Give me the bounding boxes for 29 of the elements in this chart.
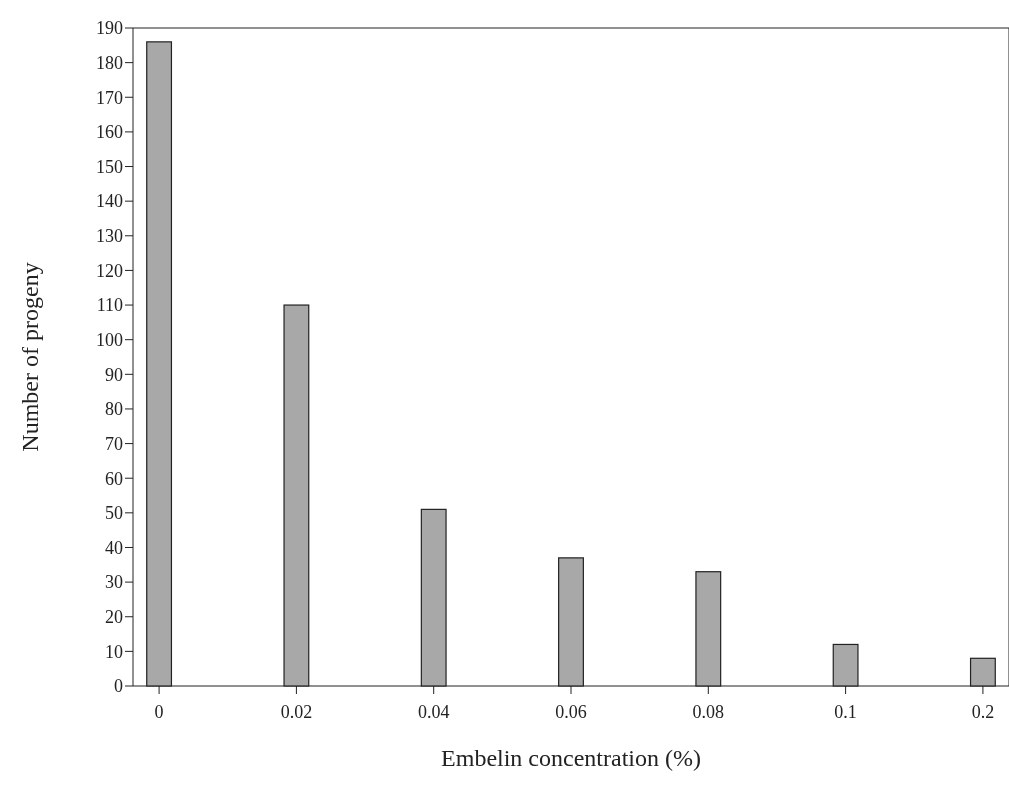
y-tick-label: 160 — [96, 122, 123, 143]
y-tick-label: 120 — [96, 260, 123, 281]
y-tick-label: 180 — [96, 52, 123, 73]
y-tick-label: 0 — [114, 676, 123, 697]
x-tick-label: 0.08 — [692, 702, 725, 722]
y-tick-label: 130 — [96, 226, 123, 247]
y-tick-label: 30 — [105, 572, 123, 593]
y-tick-label: 140 — [96, 191, 123, 212]
y-tick-label: 100 — [96, 329, 123, 350]
y-tick-label: 170 — [96, 87, 123, 108]
y-tick-label: 190 — [96, 18, 123, 39]
x-tick-label: 0.1 — [834, 702, 857, 722]
y-tick-label: 50 — [105, 503, 123, 524]
y-axis-title: Number of progeny — [17, 262, 43, 452]
y-tick-label: 150 — [96, 156, 123, 177]
x-tick-label: 0.04 — [417, 702, 450, 722]
y-tick-label: 40 — [105, 537, 123, 558]
y-tick-label: 80 — [105, 399, 123, 420]
y-tick-label: 10 — [105, 641, 123, 662]
x-tick-label: 0 — [154, 702, 164, 722]
x-tick-label: 0.02 — [280, 702, 313, 722]
y-tick-label: 20 — [105, 607, 123, 628]
x-axis-title: Embelin concentration (%) — [441, 745, 701, 771]
y-tick-label: 110 — [96, 295, 123, 316]
x-tick-label: 0.2 — [971, 702, 995, 722]
y-tick-label: 70 — [105, 433, 123, 454]
x-tick-label: 0.06 — [555, 702, 587, 722]
y-tick-label: 90 — [105, 364, 123, 385]
y-tick-label: 60 — [105, 468, 123, 489]
